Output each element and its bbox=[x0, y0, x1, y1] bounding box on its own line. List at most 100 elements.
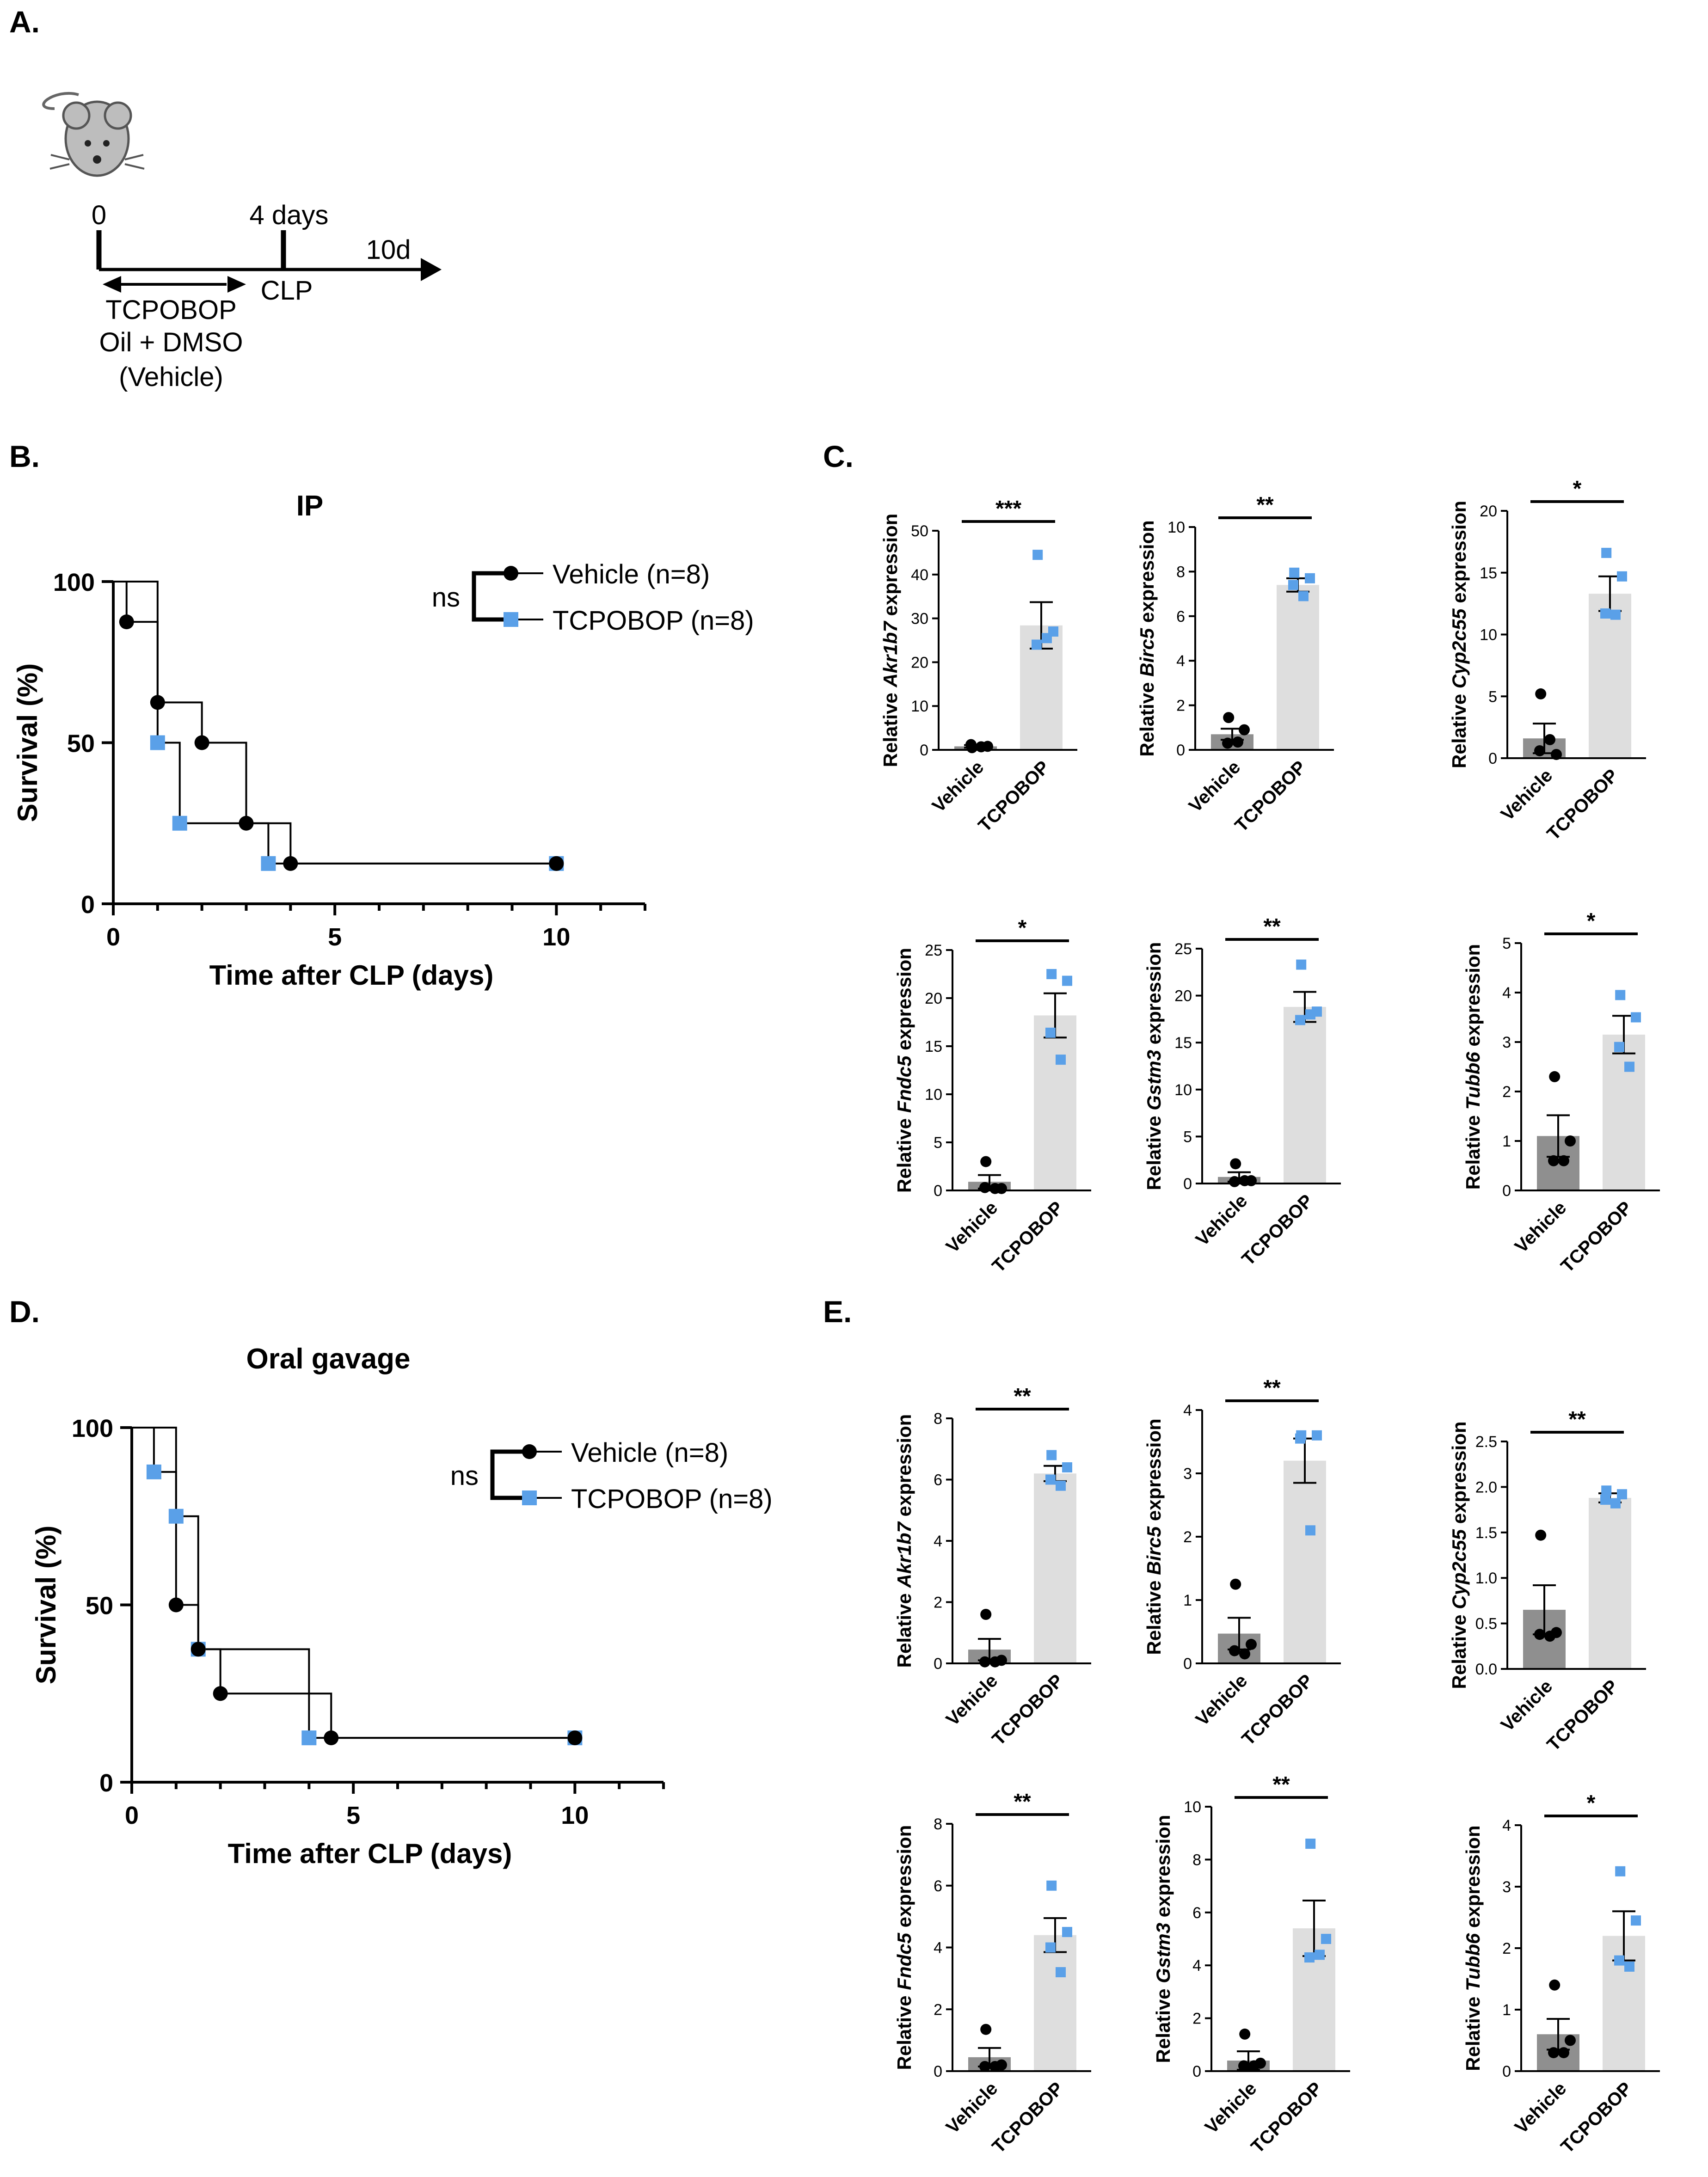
y-axis-label: Relative Birc5 expression bbox=[1143, 1418, 1165, 1655]
y-axis-label-gene: Birc5 bbox=[1136, 628, 1158, 677]
bar-tcpobop bbox=[1589, 1498, 1631, 1669]
x-category-label: Vehicle bbox=[1185, 757, 1245, 816]
bar-tcpobop bbox=[1034, 1473, 1076, 1663]
y-axis-label: Survival (%) bbox=[31, 1526, 61, 1684]
tcpobop-data-point bbox=[1046, 969, 1057, 979]
y-tick-label: 6 bbox=[1176, 608, 1185, 626]
vehicle-censor-point bbox=[119, 614, 134, 630]
tcpobop-data-point bbox=[1046, 1880, 1057, 1891]
x-axis-label: Time after CLP (days) bbox=[228, 1838, 512, 1869]
x-category-label: TCPOBOP bbox=[988, 1197, 1067, 1276]
legend-label-vehicle: Vehicle (n=8) bbox=[571, 1438, 728, 1468]
legend-stat-ns: ns bbox=[432, 583, 460, 613]
tcpobop-data-point bbox=[1045, 1942, 1056, 1953]
vehicle-data-point bbox=[1239, 1648, 1250, 1660]
y-axis-label-suffix: expression bbox=[893, 1825, 915, 1933]
significance-stars: ** bbox=[1263, 914, 1281, 939]
tcpobop-data-point bbox=[1601, 547, 1612, 558]
vehicle-data-point bbox=[1551, 748, 1562, 760]
y-tick-label: 15 bbox=[1174, 1034, 1192, 1052]
y-tick-label: 2 bbox=[1183, 1528, 1192, 1546]
vehicle-data-point bbox=[989, 2060, 1001, 2072]
y-tick-label: 2 bbox=[934, 1594, 942, 1612]
vehicle-data-point bbox=[979, 2060, 990, 2072]
x-category-label: TCPOBOP bbox=[1543, 1676, 1622, 1755]
vehicle-data-point bbox=[1544, 734, 1555, 745]
y-axis-label-prefix: Relative bbox=[1136, 677, 1158, 757]
y-axis-label-prefix: Relative bbox=[893, 1113, 915, 1193]
y-axis-label: Relative Tubb6 expression bbox=[1462, 1825, 1484, 2071]
significance-stars: * bbox=[1587, 909, 1596, 933]
y-tick-label: 8 bbox=[1192, 1851, 1201, 1869]
y-tick-label: 30 bbox=[911, 610, 928, 628]
vehicle-data-point bbox=[1229, 1176, 1240, 1187]
bar-tcpobop bbox=[1603, 1034, 1645, 1190]
y-tick-label: 100 bbox=[72, 1415, 113, 1442]
y-axis-label-gene: Akr1b7 bbox=[893, 1521, 915, 1588]
y-tick-label: 8 bbox=[1176, 563, 1185, 581]
y-axis-label-prefix: Relative bbox=[893, 1588, 915, 1668]
y-tick-label: 0 bbox=[934, 2063, 942, 2080]
y-axis-label-prefix: Relative bbox=[1143, 1575, 1165, 1655]
y-tick-label: 20 bbox=[911, 654, 928, 671]
y-tick-label: 10 bbox=[1480, 626, 1497, 644]
vehicle-data-point bbox=[1229, 1645, 1240, 1656]
y-axis-label-gene: Fndc5 bbox=[893, 1932, 915, 1990]
y-tick-label: 1 bbox=[1502, 2001, 1511, 2019]
vehicle-data-point bbox=[979, 1656, 990, 1668]
y-tick-label: 10 bbox=[1167, 519, 1185, 536]
tcpobop-data-point bbox=[1315, 1950, 1325, 1960]
significance-stars: * bbox=[1018, 916, 1027, 940]
x-category-label: Vehicle bbox=[1192, 1670, 1252, 1730]
tcpobop-data-point bbox=[1614, 1955, 1624, 1966]
vehicle-censor-point bbox=[239, 816, 254, 831]
y-tick-label: 20 bbox=[925, 990, 942, 1007]
x-category-label: TCPOBOP bbox=[1557, 2078, 1636, 2157]
tcpobop-data-point bbox=[1610, 1498, 1621, 1509]
y-tick-label: 2 bbox=[934, 2001, 942, 2018]
y-tick-label: 4 bbox=[934, 1939, 942, 1957]
y-tick-label: 4 bbox=[1183, 1402, 1192, 1419]
y-tick-label: 8 bbox=[934, 1410, 942, 1428]
x-tick-label: 0 bbox=[125, 1802, 139, 1829]
vehicle-censor-point bbox=[213, 1686, 228, 1701]
significance-stars: *** bbox=[995, 497, 1021, 521]
y-tick-label: 2.5 bbox=[1475, 1433, 1497, 1451]
y-axis-label-gene: Cyp2c55 bbox=[1448, 1529, 1470, 1609]
bar-tcpobop bbox=[1277, 585, 1319, 750]
y-axis-label: Relative Gstm3 expression bbox=[1152, 1815, 1174, 2063]
tcpobop-data-point bbox=[1298, 591, 1309, 601]
y-axis-label-suffix: expression bbox=[1143, 1418, 1165, 1526]
x-category-label: TCPOBOP bbox=[1238, 1670, 1317, 1749]
x-category-label: Vehicle bbox=[1511, 2078, 1571, 2138]
panel-a-timeline: 0 4 days 10d CLP TCPOBOP Oil + DMSO (Veh… bbox=[42, 92, 442, 392]
y-tick-label: 0 bbox=[920, 742, 928, 759]
x-category-label: Vehicle bbox=[1497, 1676, 1557, 1735]
significance-stars: * bbox=[1573, 477, 1582, 501]
panel-label-c: C. bbox=[823, 439, 854, 473]
tcpobop-data-point bbox=[1610, 609, 1621, 620]
significance-stars: ** bbox=[1568, 1407, 1586, 1432]
tcpobop-data-point bbox=[1062, 1462, 1072, 1472]
tcpobop-censor-point bbox=[261, 856, 276, 871]
y-axis-label: Relative Akr1b7 expression bbox=[879, 514, 901, 767]
chart-title: Oral gavage bbox=[246, 1343, 411, 1375]
mouse-icon bbox=[42, 92, 145, 177]
vehicle-data-point bbox=[1548, 1155, 1559, 1166]
tcpobop-data-point bbox=[1614, 1042, 1624, 1052]
bar-tcpobop bbox=[1034, 1015, 1076, 1190]
y-tick-label: 8 bbox=[934, 1815, 942, 1833]
legend-stat-ns: ns bbox=[450, 1461, 479, 1491]
x-category-label: TCPOBOP bbox=[1238, 1190, 1317, 1269]
y-tick-label: 10 bbox=[925, 1086, 942, 1104]
y-tick-label: 20 bbox=[1174, 987, 1192, 1005]
tcpobop-data-point bbox=[1056, 1967, 1066, 1977]
y-tick-label: 15 bbox=[1480, 564, 1497, 582]
vehicle-censor-point bbox=[283, 856, 298, 871]
y-tick-label: 50 bbox=[86, 1592, 113, 1620]
y-tick-label: 100 bbox=[53, 569, 95, 596]
